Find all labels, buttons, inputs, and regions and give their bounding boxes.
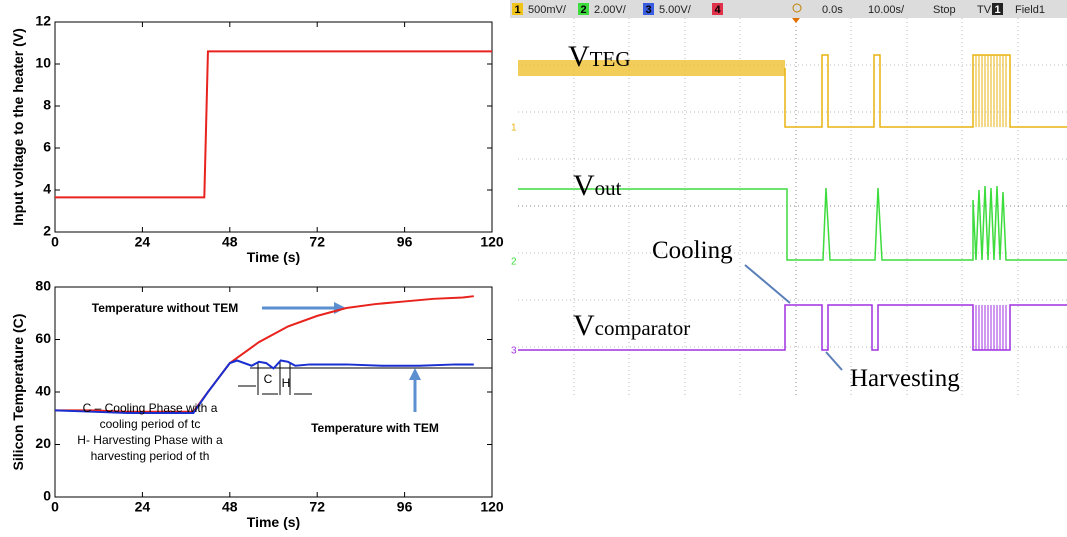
x-tick-label: 96: [397, 234, 413, 250]
channel-scale: 2.00V/: [594, 4, 627, 16]
channel-marker: 3: [511, 346, 517, 357]
y-axis-label: Silicon Temperature (C): [10, 314, 26, 471]
plot-frame: [55, 22, 492, 232]
x-tick-label: 120: [480, 234, 504, 250]
channel-scale: 5.00V/: [659, 4, 692, 16]
time-offset: 0.0s: [822, 4, 843, 16]
channel-number: 4: [714, 4, 721, 16]
x-tick-label: 24: [135, 499, 151, 515]
x-tick-label: 24: [135, 234, 151, 250]
y-tick-label: 0: [43, 488, 51, 504]
x-tick-label: 72: [309, 499, 325, 515]
y-tick-label: 6: [43, 139, 51, 155]
annotation: H: [282, 376, 291, 390]
signal-symbol: V: [573, 169, 595, 202]
signal-subscript: comparator: [595, 316, 691, 340]
channel-number: 2: [580, 4, 586, 16]
y-tick-label: 10: [35, 55, 51, 71]
data-line: [55, 51, 492, 197]
y-tick-label: 20: [35, 435, 51, 451]
annotation-arrows: [262, 302, 421, 412]
figure: 24681012024487296120Time (s)Input voltag…: [0, 0, 1067, 537]
y-tick-label: 40: [35, 383, 51, 399]
y-tick-label: 2: [43, 223, 51, 239]
annotation: C: [264, 372, 273, 386]
channel-marker: 1: [511, 123, 517, 134]
annotation: cooling period of tc: [100, 417, 201, 431]
annotation: harvesting period of th: [91, 449, 210, 463]
time-scale: 10.00s/: [868, 4, 905, 16]
channel-number: 1: [514, 4, 520, 16]
plot-frame: [55, 287, 492, 497]
x-tick-label: 96: [397, 499, 413, 515]
channel-scale: 500mV/: [528, 4, 567, 16]
signal-symbol: V: [568, 40, 590, 73]
x-tick-label: 72: [309, 234, 325, 250]
y-tick-label: 80: [35, 278, 51, 294]
trigger-type: TV: [977, 4, 992, 16]
trigger-channel: 1: [994, 4, 1000, 16]
signal-subscript: out: [595, 176, 622, 200]
annotation: Temperature with TEM: [311, 421, 439, 435]
annotation: C – Cooling Phase with a: [83, 401, 218, 415]
channel-marker: 2: [511, 257, 517, 268]
x-axis-label: Time (s): [247, 249, 300, 265]
y-tick-label: 12: [35, 13, 51, 29]
x-tick-label: 48: [222, 499, 238, 515]
channel-number: 3: [645, 4, 651, 16]
trigger-mode: Field1: [1015, 4, 1045, 16]
y-tick-label: 8: [43, 97, 51, 113]
x-tick-label: 48: [222, 234, 238, 250]
y-tick-label: 60: [35, 330, 51, 346]
x-axis-label: Time (s): [247, 514, 300, 530]
y-tick-label: 4: [43, 181, 51, 197]
y-axis-label: Input voltage to the heater (V): [10, 28, 26, 226]
scope-annotation: Harvesting: [850, 365, 960, 392]
x-tick-label: 0: [51, 234, 59, 250]
annotation: H- Harvesting Phase with a: [77, 433, 223, 447]
x-tick-label: 0: [51, 499, 59, 515]
run-status: Stop: [933, 4, 956, 16]
scope-annotation: Cooling: [652, 237, 733, 264]
page: {"chart_data": [ {"type": "line", "xlabe…: [0, 0, 1067, 537]
signal-subscript: TEG: [590, 47, 631, 71]
x-tick-label: 120: [480, 499, 504, 515]
signal-symbol: V: [573, 309, 595, 342]
annotation: Temperature without TEM: [92, 301, 238, 315]
